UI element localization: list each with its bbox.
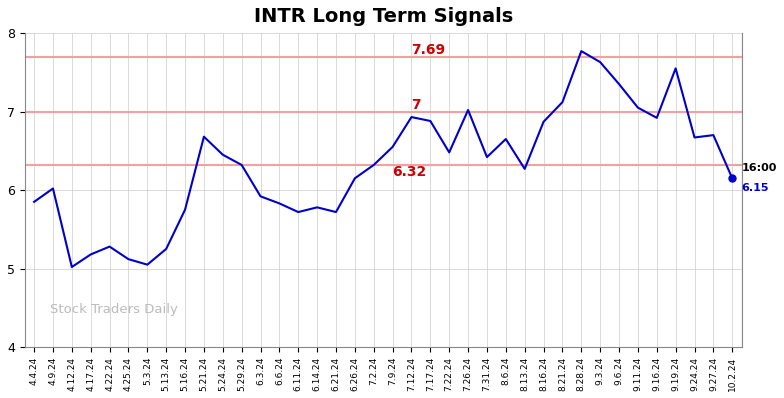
Text: 6.32: 6.32 <box>393 165 426 179</box>
Text: 16:00: 16:00 <box>742 163 777 173</box>
Text: Stock Traders Daily: Stock Traders Daily <box>49 303 178 316</box>
Title: INTR Long Term Signals: INTR Long Term Signals <box>253 7 513 26</box>
Text: 7: 7 <box>412 98 421 111</box>
Text: 7.69: 7.69 <box>412 43 445 57</box>
Text: 6.15: 6.15 <box>742 183 769 193</box>
